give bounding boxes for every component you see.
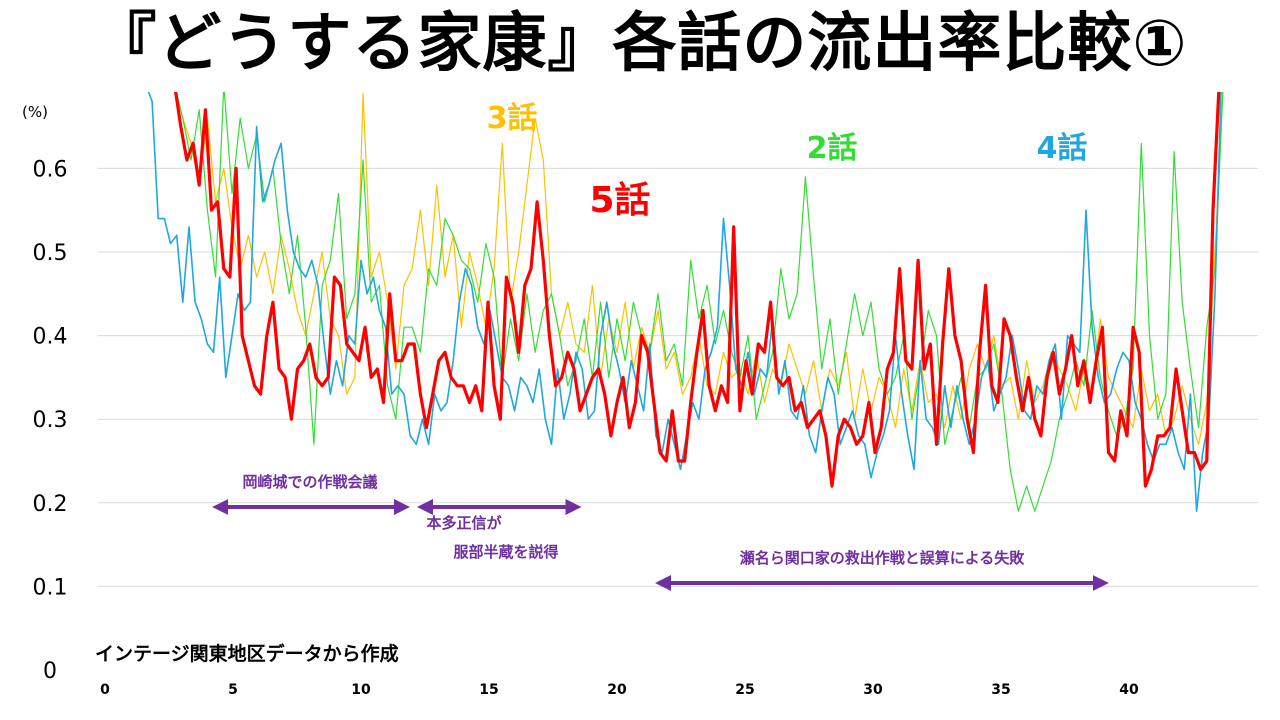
annotation-text: 岡崎城での作戦会議 <box>242 473 377 491</box>
y-tick-label: 0.6 <box>33 157 68 182</box>
y-tick-label: 0 <box>43 659 57 684</box>
series-lines <box>147 92 1224 512</box>
annotation-text: 服部半蔵を説得 <box>453 543 558 561</box>
series-label-ep2: 2話 <box>807 131 858 166</box>
x-tick-label: 15 <box>479 682 498 698</box>
x-tick-label: 10 <box>351 682 371 698</box>
chart-title: 『どうする家康』各話の流出率比較① <box>92 7 1188 81</box>
x-tick-label: 30 <box>863 682 883 698</box>
annotation-text: 本多正信が <box>426 514 502 532</box>
x-tick-label: 5 <box>228 682 238 698</box>
y-tick-label: 0.1 <box>33 575 68 600</box>
y-axis-unit: (%) <box>22 103 48 121</box>
gridlines <box>98 167 1258 587</box>
series-line-ep5 <box>174 92 1221 488</box>
series-label-ep4: 4話 <box>1037 131 1088 166</box>
x-tick-label: 25 <box>735 682 754 698</box>
source-note: インテージ関東地区データから作成 <box>95 642 399 665</box>
y-tick-label: 0.2 <box>33 492 68 517</box>
x-axis-ticks: 0 5 10 15 20 25 30 35 40 <box>100 682 1139 698</box>
series-label-ep3: 3話 <box>487 101 538 136</box>
series-line-ep4 <box>147 92 1222 512</box>
y-tick-label: 0.5 <box>33 241 68 266</box>
x-tick-label: 35 <box>991 682 1010 698</box>
x-tick-label: 40 <box>1119 682 1139 698</box>
annotation-text: 瀬名ら関口家の救出作戦と誤算による失敗 <box>740 549 1026 567</box>
y-tick-label: 0.3 <box>33 408 68 433</box>
y-axis-ticks: 0 0.1 0.2 0.3 0.4 0.5 0.6 <box>33 157 68 684</box>
series-line-ep2 <box>175 92 1224 512</box>
y-tick-label: 0.4 <box>33 325 68 350</box>
series-label-ep5: 5話 <box>589 180 650 221</box>
x-tick-label: 0 <box>100 682 110 698</box>
x-tick-label: 20 <box>607 682 627 698</box>
series-labels: 3話 2話 4話 5話 <box>487 101 1088 221</box>
